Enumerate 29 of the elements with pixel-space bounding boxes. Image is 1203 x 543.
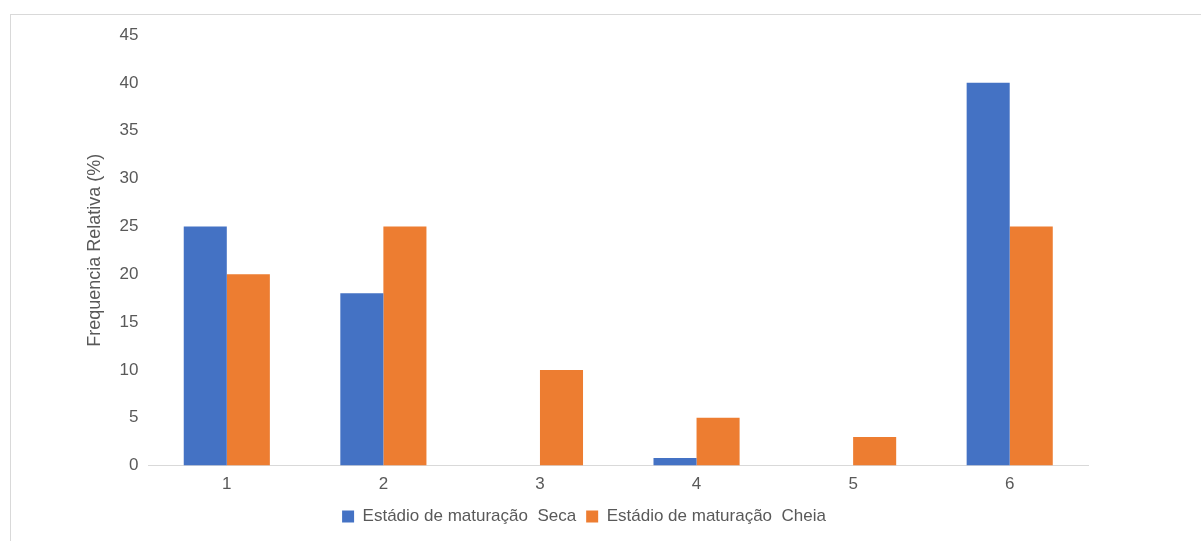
x-tick-label: 3 (535, 474, 545, 494)
y-axis-title: Frequencia Relativa (%) (83, 153, 104, 347)
y-tick-label: 40 (119, 72, 139, 92)
y-tick-label: 20 (119, 263, 139, 283)
bar (696, 417, 740, 466)
y-tick-label: 25 (119, 216, 139, 236)
x-tick-label: 5 (848, 474, 858, 494)
bar (539, 369, 584, 466)
x-tick-label: 1 (222, 474, 232, 494)
bar (653, 457, 697, 466)
legend-label: Estádio de maturação Seca (362, 506, 577, 526)
y-tick-label: 30 (119, 168, 139, 188)
bar (183, 226, 227, 466)
y-tick-label: 15 (119, 311, 139, 331)
x-tick-label: 4 (691, 474, 702, 494)
legend-label: Estádio de maturação Cheia (606, 506, 827, 526)
y-tick-label: 5 (129, 407, 139, 427)
x-tick-label: 6 (1004, 474, 1015, 494)
bar (226, 274, 270, 466)
bar (1009, 226, 1053, 466)
y-tick-label: 35 (119, 120, 139, 140)
bar (340, 293, 384, 466)
bar (966, 82, 1010, 466)
y-tick-label: 10 (119, 359, 139, 379)
y-tick-label: 0 (129, 455, 139, 475)
x-tick-label: 2 (378, 474, 389, 494)
y-tick-label: 45 (119, 24, 139, 44)
bar (383, 226, 427, 466)
bar (853, 436, 897, 466)
